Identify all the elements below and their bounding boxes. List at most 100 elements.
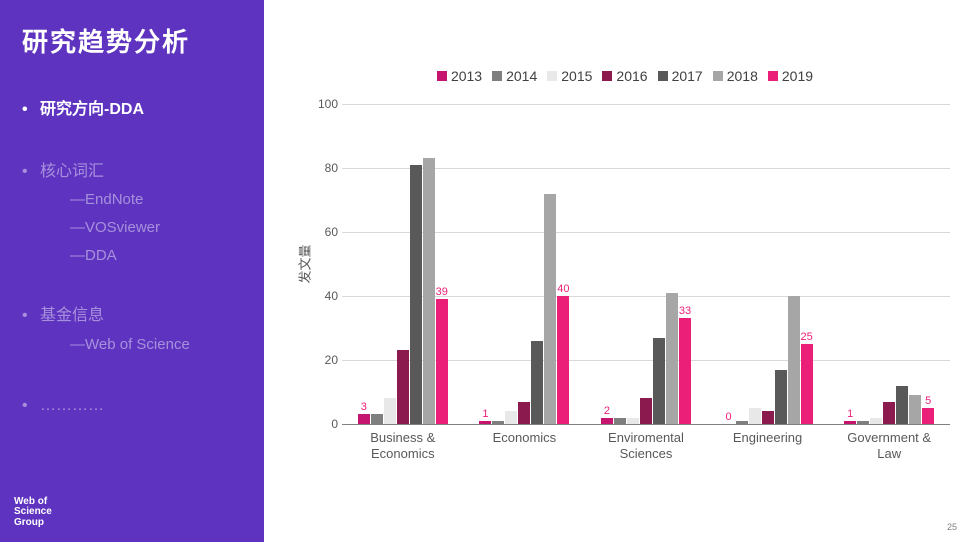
sidebar-item[interactable]: ………… <box>22 391 242 421</box>
bar <box>857 421 869 424</box>
sidebar-item[interactable]: 核心词汇 —EndNote—VOSviewer—DDA <box>22 157 242 270</box>
bar <box>775 370 787 424</box>
bar <box>410 165 422 424</box>
legend-label: 2017 <box>672 68 703 84</box>
bar <box>788 296 800 424</box>
legend-item: 2017 <box>658 68 703 84</box>
bar: 39 <box>436 299 448 424</box>
sidebar-item[interactable]: 基金信息 —Web of Science <box>22 301 242 358</box>
bar <box>666 293 678 424</box>
bar <box>870 418 882 424</box>
bar: 2 <box>601 418 613 424</box>
sidebar-subitem: —VOSviewer <box>40 214 242 242</box>
bar: 33 <box>679 318 691 424</box>
bar: 3 <box>358 414 370 424</box>
legend-label: 2014 <box>506 68 537 84</box>
bar: 1 <box>479 421 491 424</box>
legend-item: 2013 <box>437 68 482 84</box>
bar <box>531 341 543 424</box>
legend-swatch <box>658 71 668 81</box>
bar-label: 2 <box>604 406 610 418</box>
sidebar-item-label: 研究方向-DDA <box>40 101 144 118</box>
bar <box>883 402 895 424</box>
bar <box>397 350 409 424</box>
legend-swatch <box>492 71 502 81</box>
legend-item: 2019 <box>768 68 813 84</box>
bar <box>614 418 626 424</box>
bar <box>384 398 396 424</box>
bar: 5 <box>922 408 934 424</box>
bar <box>640 398 652 424</box>
bar <box>653 338 665 424</box>
gridline <box>342 424 950 425</box>
y-tick: 0 <box>314 417 338 431</box>
bar <box>762 411 774 424</box>
sidebar-item-label: 核心词汇 <box>40 163 104 180</box>
bar-label: 1 <box>482 409 488 421</box>
x-tick-label: EnviromentalSciences <box>585 430 707 463</box>
bar-group: 15 <box>828 104 950 424</box>
bar-label: 0 <box>726 412 732 424</box>
bar-group: 0 25 <box>707 104 829 424</box>
bar <box>544 194 556 424</box>
y-tick: 100 <box>314 97 338 111</box>
y-axis-label: 发文量 <box>295 244 314 283</box>
chart-plot: 发文量 020406080100 33914023302515 <box>342 104 950 424</box>
x-tick-label: Business &Economics <box>342 430 464 463</box>
bar-label: 39 <box>436 287 448 299</box>
legend-swatch <box>547 71 557 81</box>
sidebar-item-label: ………… <box>40 397 104 414</box>
legend-label: 2019 <box>782 68 813 84</box>
bar-label: 40 <box>557 284 569 296</box>
sidebar-subitem: —Web of Science <box>40 331 242 359</box>
x-tick-label: Economics <box>464 430 586 463</box>
logo: Web ofScienceGroup <box>14 497 52 529</box>
bar: 1 <box>844 421 856 424</box>
bar <box>896 386 908 424</box>
main: 2013201420152016201720182019 发文量 0204060… <box>264 0 971 542</box>
bar: 25 <box>801 344 813 424</box>
legend-label: 2018 <box>727 68 758 84</box>
sidebar-list: 研究方向-DDA 核心词汇 —EndNote—VOSviewer—DDA 基金信息 —W… <box>22 95 242 420</box>
legend-swatch <box>713 71 723 81</box>
bar <box>909 395 921 424</box>
y-tick: 40 <box>314 289 338 303</box>
legend-label: 2016 <box>616 68 647 84</box>
bar: 40 <box>557 296 569 424</box>
legend-label: 2013 <box>451 68 482 84</box>
bar <box>423 158 435 424</box>
legend-item: 2018 <box>713 68 758 84</box>
sidebar: 研究趋势分析 研究方向-DDA 核心词汇 —EndNote—VOSviewer—DD… <box>0 0 264 542</box>
sidebar-item[interactable]: 研究方向-DDA <box>22 95 242 125</box>
sidebar-item-label: 基金信息 <box>40 307 104 324</box>
bar-label: 25 <box>800 332 812 344</box>
sidebar-subitem: —EndNote <box>40 186 242 214</box>
legend-label: 2015 <box>561 68 592 84</box>
bar <box>492 421 504 424</box>
chart-bars: 33914023302515 <box>342 104 950 424</box>
bar-group: 2 33 <box>585 104 707 424</box>
bar-label: 5 <box>925 396 931 408</box>
bar <box>505 411 517 424</box>
bar-group: 1 40 <box>464 104 586 424</box>
legend-swatch <box>768 71 778 81</box>
bar <box>749 408 761 424</box>
bar-label: 33 <box>679 306 691 318</box>
x-tick-label: Engineering <box>707 430 829 463</box>
legend-swatch <box>602 71 612 81</box>
sidebar-subitem: —DDA <box>40 242 242 270</box>
x-axis-labels: Business &EconomicsEconomicsEnviromental… <box>342 430 950 463</box>
bar <box>371 414 383 424</box>
y-tick: 20 <box>314 353 338 367</box>
page-number: 25 <box>947 522 957 532</box>
bar-group: 3 39 <box>342 104 464 424</box>
bar <box>736 421 748 424</box>
bar-label: 1 <box>847 409 853 421</box>
bar <box>627 418 639 424</box>
chart-legend: 2013 2014 2015 2016 2017 2018 2019 <box>300 68 950 84</box>
bar-label: 3 <box>361 402 367 414</box>
legend-item: 2016 <box>602 68 647 84</box>
page-title: 研究趋势分析 <box>22 22 242 59</box>
legend-swatch <box>437 71 447 81</box>
x-tick-label: Government &Law <box>828 430 950 463</box>
